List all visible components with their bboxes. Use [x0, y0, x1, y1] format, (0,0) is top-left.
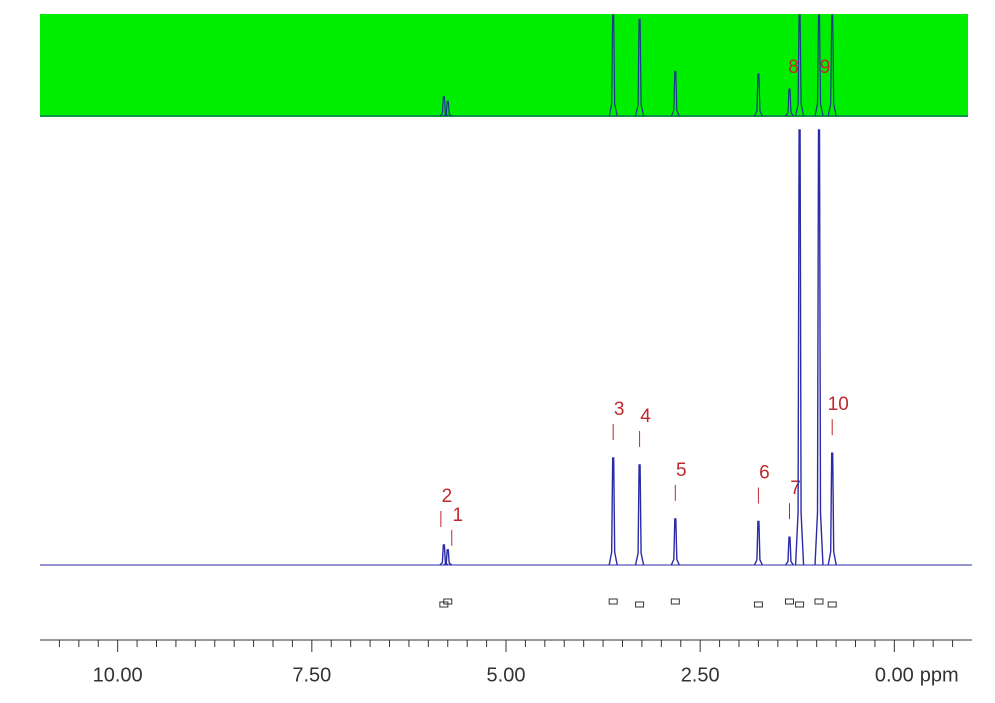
- peak: [608, 457, 618, 566]
- overview-peak: [439, 96, 449, 117]
- peak: [670, 518, 680, 566]
- overview-peak: [753, 73, 763, 117]
- integral-marker: [827, 601, 837, 608]
- overview-peak: [670, 70, 680, 117]
- integral-marker: [635, 601, 645, 608]
- integral-marker: [439, 601, 449, 608]
- peak-label: 10: [828, 394, 849, 415]
- integral-marker: [784, 598, 794, 605]
- peak-label: 7: [790, 478, 801, 499]
- x-tick-label: 2.50: [681, 664, 720, 686]
- peak-label: 8: [788, 57, 799, 78]
- peak: [439, 544, 449, 566]
- peak: [814, 129, 824, 566]
- peak-label: 1: [452, 505, 463, 526]
- overview-peak: [827, 14, 837, 117]
- integral-marker: [608, 598, 618, 605]
- overview-panel: [40, 14, 968, 117]
- peak-label: 9: [820, 57, 831, 78]
- peak-label: 2: [442, 486, 453, 507]
- x-tick-label: 0.00: [875, 664, 914, 686]
- overview-peak: [814, 14, 824, 117]
- peak: [784, 536, 795, 566]
- x-axis-label: ppm: [920, 664, 959, 686]
- overview-peak: [608, 14, 618, 117]
- peak-label: 3: [614, 399, 625, 420]
- peak-label: 4: [640, 406, 651, 427]
- x-tick-label: 10.00: [93, 664, 143, 686]
- x-tick-label: 5.00: [487, 664, 526, 686]
- integral-marker: [670, 598, 680, 605]
- overview-peak: [635, 18, 645, 117]
- x-tick-label: 7.50: [292, 664, 331, 686]
- peak-label: 6: [759, 463, 770, 484]
- integral-marker: [753, 601, 763, 608]
- peak: [753, 520, 764, 566]
- overview-peak: [794, 14, 805, 117]
- peak: [794, 129, 805, 566]
- peak: [634, 464, 645, 566]
- integral-marker: [795, 601, 805, 608]
- overview-peak: [785, 88, 794, 117]
- peak: [827, 452, 837, 566]
- integral-marker: [814, 598, 824, 605]
- peak-label: 5: [676, 460, 687, 481]
